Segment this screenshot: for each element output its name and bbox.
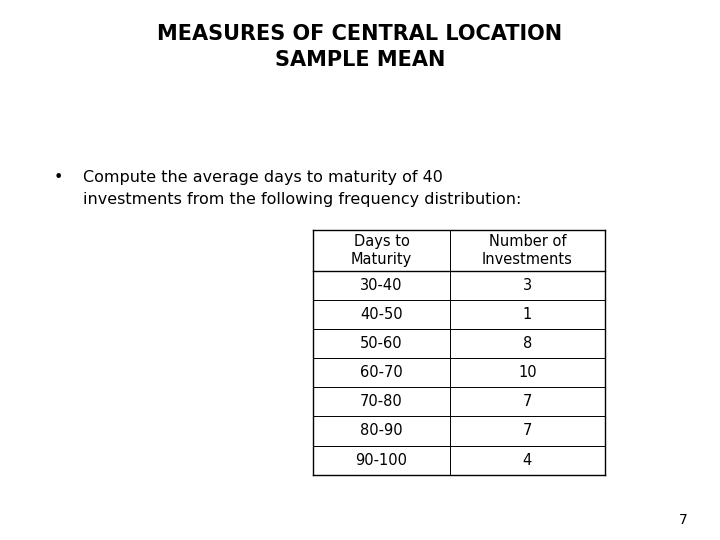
Text: 70-80: 70-80 [360,394,403,409]
Text: 50-60: 50-60 [360,336,403,351]
Text: 7: 7 [523,423,532,438]
Text: 3: 3 [523,278,532,293]
Text: MEASURES OF CENTRAL LOCATION
SAMPLE MEAN: MEASURES OF CENTRAL LOCATION SAMPLE MEAN [158,24,562,70]
Text: 90-100: 90-100 [356,453,408,468]
Text: 7: 7 [679,512,688,526]
Text: 4: 4 [523,453,532,468]
Text: Days to
Maturity: Days to Maturity [351,233,413,267]
Text: Compute the average days to maturity of 40
investments from the following freque: Compute the average days to maturity of … [83,170,521,207]
Text: 10: 10 [518,365,536,380]
Text: •: • [54,170,63,185]
Text: 80-90: 80-90 [360,423,403,438]
Text: 40-50: 40-50 [360,307,403,322]
Text: 8: 8 [523,336,532,351]
Text: 1: 1 [523,307,532,322]
Text: Number of
Investments: Number of Investments [482,233,573,267]
Text: 60-70: 60-70 [360,365,403,380]
Text: 30-40: 30-40 [360,278,403,293]
Text: 7: 7 [523,394,532,409]
